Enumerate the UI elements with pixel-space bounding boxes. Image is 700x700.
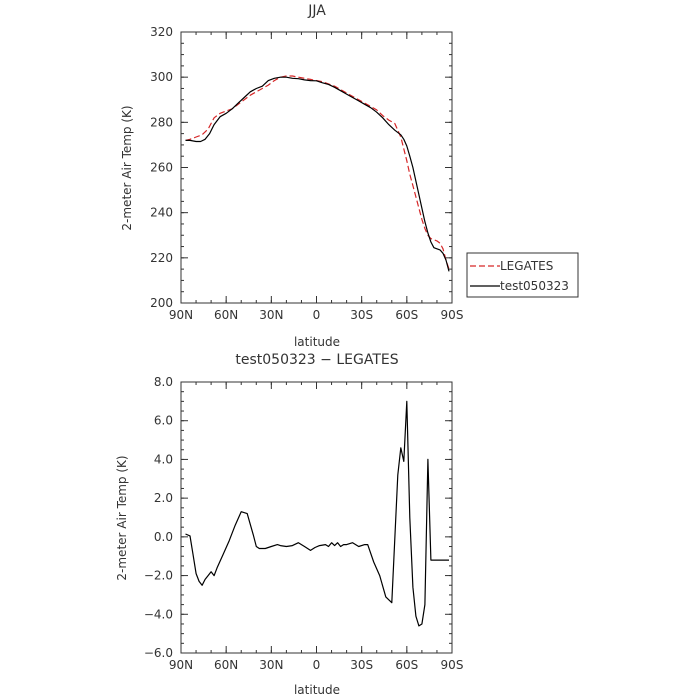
y-tick-label: −2.0: [144, 569, 173, 583]
y-tick-label: 200: [150, 296, 173, 310]
y-tick-label: 280: [150, 115, 173, 129]
x-tick-label: 0: [313, 308, 321, 322]
series-line-test050323: [185, 76, 450, 272]
top-x-axis-label: latitude: [294, 335, 340, 349]
y-tick-label: 240: [150, 206, 173, 220]
y-tick-label: 260: [150, 161, 173, 175]
top-panel-temperature: JJA latitude 2-meter Air Temp (K) LEGATE…: [120, 3, 579, 349]
bottom-y-axis-label: 2-meter Air Temp (K): [115, 455, 129, 580]
plot-frame: [180, 381, 453, 654]
x-tick-label: 60S: [395, 658, 418, 672]
y-tick-label: 0.0: [154, 530, 173, 544]
x-tick-label: 90S: [441, 308, 464, 322]
legend-label-test050323: test050323: [500, 279, 569, 293]
legend: LEGATES test050323: [466, 252, 579, 298]
x-tick-label: 30N: [259, 308, 283, 322]
top-y-axis-label: 2-meter Air Temp (K): [120, 105, 134, 230]
y-tick-label: 6.0: [154, 414, 173, 428]
y-tick-label: −6.0: [144, 646, 173, 660]
x-tick-label: 60N: [214, 308, 238, 322]
x-tick-label: 90S: [441, 658, 464, 672]
y-tick-label: 300: [150, 70, 173, 84]
top-panel-title: JJA: [307, 3, 326, 19]
y-tick-label: −4.0: [144, 607, 173, 621]
x-tick-label: 30S: [350, 308, 373, 322]
x-tick-label: 30N: [259, 658, 283, 672]
plot-frame: [180, 31, 453, 304]
y-tick-label: 8.0: [154, 375, 173, 389]
bottom-x-axis-label: latitude: [294, 683, 340, 697]
x-tick-label: 90N: [169, 658, 193, 672]
y-tick-label: 320: [150, 25, 173, 39]
legend-label-legates: LEGATES: [500, 259, 553, 273]
x-tick-label: 60N: [214, 658, 238, 672]
x-tick-label: 90N: [169, 308, 193, 322]
y-tick-label: 220: [150, 251, 173, 265]
x-tick-label: 60S: [395, 308, 418, 322]
y-tick-label: 4.0: [154, 452, 173, 466]
y-tick-label: 2.0: [154, 491, 173, 505]
series-line-difference: [185, 400, 449, 627]
legend-box: [466, 252, 579, 298]
x-tick-label: 30S: [350, 658, 373, 672]
x-tick-label: 0: [313, 658, 321, 672]
bottom-panel-difference: test050323 − LEGATES latitude 2-meter Ai…: [115, 352, 463, 697]
series-line-legates: [185, 75, 450, 270]
bottom-panel-title: test050323 − LEGATES: [235, 352, 398, 368]
